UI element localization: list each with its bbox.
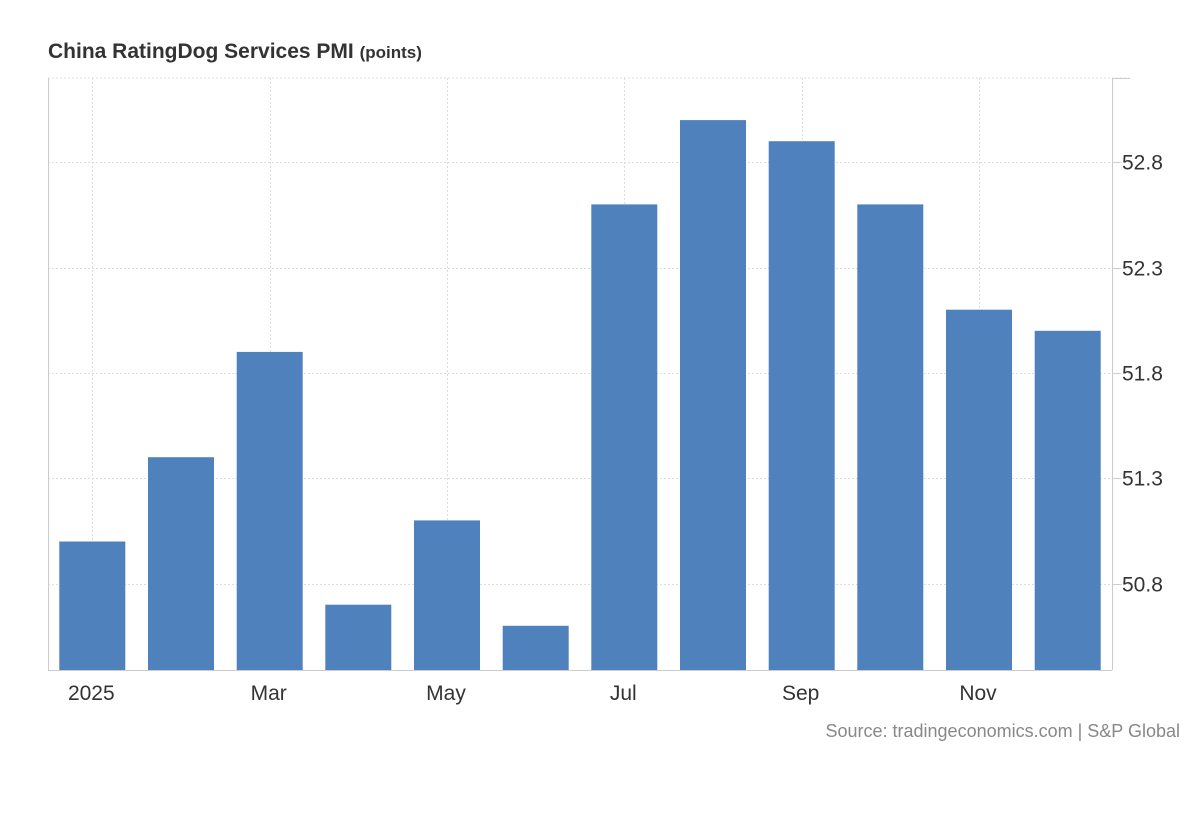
bar-may xyxy=(414,520,480,670)
x-tick-label: Sep xyxy=(782,682,819,705)
y-tick-label: 50.8 xyxy=(1122,574,1163,597)
chart-title: China RatingDog Services PMI (points) xyxy=(48,40,422,64)
x-tick-label: Jul xyxy=(610,682,637,705)
chart-units: (points) xyxy=(359,43,422,62)
bar-mar xyxy=(236,351,303,670)
bar-apr xyxy=(325,604,392,670)
bar-aug xyxy=(680,120,746,671)
y-tick-label: 51.8 xyxy=(1122,363,1163,386)
bar-oct xyxy=(857,204,924,670)
x-tick-label: Mar xyxy=(251,682,287,705)
x-tick-label: May xyxy=(426,682,466,705)
chart-title-text: China RatingDog Services PMI xyxy=(48,40,354,63)
bar-dec xyxy=(1034,330,1101,670)
y-tick-label: 51.3 xyxy=(1122,468,1163,491)
bar-feb xyxy=(148,457,214,670)
bar-jan xyxy=(59,541,126,670)
bar-nov xyxy=(946,309,1012,670)
bar-sep xyxy=(768,141,835,670)
tick-labels: 50.8 51.3 51.8 52.3 52.8 2025 Mar May Jul Sep Nov xyxy=(68,152,1163,706)
axes xyxy=(48,78,1130,671)
x-tick-label: Nov xyxy=(959,682,997,705)
bar-jul xyxy=(591,204,658,670)
y-tick-label: 52.8 xyxy=(1122,152,1163,175)
bar-jun xyxy=(502,625,569,670)
y-tick-label: 52.3 xyxy=(1122,258,1163,281)
x-tick-label: 2025 xyxy=(68,682,115,705)
bars xyxy=(59,120,1101,671)
source-note: Source: tradingeconomics.com | S&P Globa… xyxy=(825,721,1180,741)
